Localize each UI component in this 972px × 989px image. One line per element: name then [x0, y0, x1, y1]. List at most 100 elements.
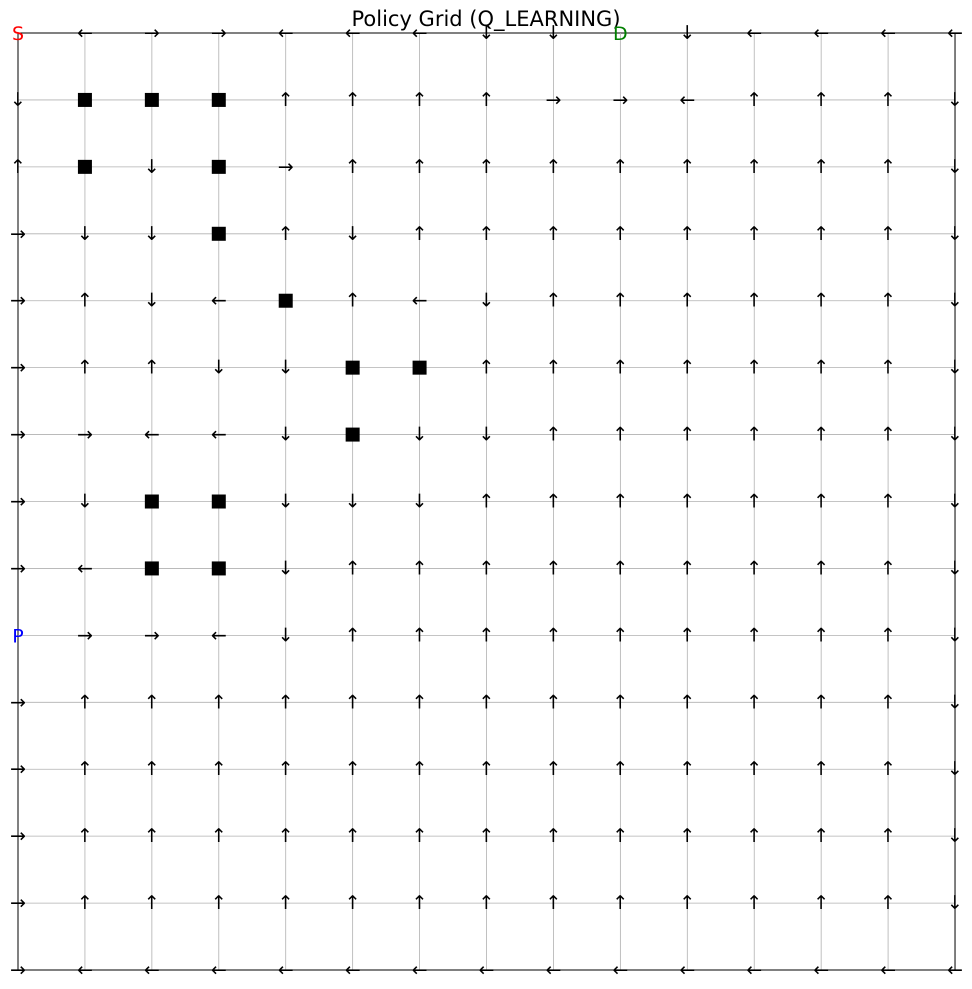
- policy-arrow: ↑: [813, 758, 829, 780]
- policy-arrow: ↓: [947, 290, 963, 312]
- policy-arrow: ↑: [746, 223, 762, 245]
- policy-arrow: ↑: [746, 825, 762, 847]
- obstacle-cell: [211, 159, 226, 174]
- policy-arrow: ↑: [880, 223, 896, 245]
- policy-arrow: ↑: [746, 491, 762, 513]
- policy-arrow: ↑: [545, 825, 561, 847]
- policy-arrow: →: [545, 89, 561, 111]
- policy-arrow: ↑: [412, 89, 428, 111]
- policy-arrow: ↑: [813, 825, 829, 847]
- policy-arrow: →: [10, 223, 26, 245]
- policy-arrow: ↓: [947, 156, 963, 178]
- policy-arrow: ↑: [545, 691, 561, 713]
- policy-arrow: ↑: [880, 758, 896, 780]
- policy-arrow: ↑: [612, 557, 628, 579]
- policy-arrow: ←: [880, 22, 896, 44]
- policy-arrow: ↓: [278, 357, 294, 379]
- policy-arrow: ↑: [144, 691, 160, 713]
- policy-arrow: →: [10, 959, 26, 981]
- policy-arrow: →: [612, 89, 628, 111]
- grid-lines: [17, 32, 956, 971]
- policy-arrow: ↓: [345, 223, 361, 245]
- policy-arrow: ←: [412, 22, 428, 44]
- policy-arrow: ↑: [813, 290, 829, 312]
- policy-arrow: ↓: [278, 491, 294, 513]
- policy-arrow: ↑: [813, 223, 829, 245]
- marker-P: P: [12, 625, 23, 647]
- policy-arrow: ↓: [947, 357, 963, 379]
- policy-arrow: ↑: [679, 758, 695, 780]
- policy-arrow: ↑: [211, 691, 227, 713]
- obstacle-cell: [211, 92, 226, 107]
- policy-arrow: ↓: [947, 491, 963, 513]
- policy-arrow: ←: [211, 959, 227, 981]
- policy-arrow: ↓: [947, 424, 963, 446]
- policy-arrow: ↑: [746, 290, 762, 312]
- policy-arrow: ↓: [278, 557, 294, 579]
- policy-arrow: ↑: [545, 491, 561, 513]
- obstacle-cell: [278, 293, 293, 308]
- policy-arrow: →: [10, 691, 26, 713]
- policy-arrow: ↑: [880, 825, 896, 847]
- policy-arrow: ↑: [345, 557, 361, 579]
- policy-arrow: ↑: [412, 825, 428, 847]
- policy-arrow: ↑: [77, 357, 93, 379]
- policy-arrow: ←: [211, 624, 227, 646]
- policy-arrow: ↑: [813, 424, 829, 446]
- policy-arrow: ←: [746, 959, 762, 981]
- policy-arrow: ↓: [479, 424, 495, 446]
- policy-arrow: ↓: [144, 223, 160, 245]
- policy-arrow: ↑: [479, 89, 495, 111]
- policy-arrow: ↑: [144, 758, 160, 780]
- policy-arrow: ↑: [345, 758, 361, 780]
- policy-arrow: →: [144, 22, 160, 44]
- policy-arrow: ↑: [880, 557, 896, 579]
- policy-arrow: ←: [144, 424, 160, 446]
- policy-arrow: ↑: [479, 758, 495, 780]
- policy-arrow: ↑: [679, 557, 695, 579]
- obstacle-cell: [345, 427, 360, 442]
- policy-arrow: ↑: [813, 491, 829, 513]
- policy-arrow: ↑: [746, 89, 762, 111]
- policy-arrow: ←: [679, 959, 695, 981]
- policy-arrow: ↓: [947, 758, 963, 780]
- policy-arrow: ←: [345, 959, 361, 981]
- obstacle-cell: [211, 561, 226, 576]
- policy-arrow: ↑: [880, 89, 896, 111]
- policy-arrow: →: [10, 424, 26, 446]
- policy-arrow: ↑: [545, 156, 561, 178]
- policy-arrow: ↑: [278, 223, 294, 245]
- obstacle-cell: [412, 360, 427, 375]
- policy-arrow: ↑: [479, 357, 495, 379]
- policy-arrow: ↑: [278, 691, 294, 713]
- policy-arrow: ↑: [412, 892, 428, 914]
- policy-arrow: ↑: [880, 357, 896, 379]
- policy-arrow: ↑: [77, 892, 93, 914]
- policy-arrow: ↑: [77, 290, 93, 312]
- policy-arrow: ↑: [479, 156, 495, 178]
- policy-arrow: ←: [813, 22, 829, 44]
- policy-arrow: ←: [412, 290, 428, 312]
- policy-arrow: →: [77, 424, 93, 446]
- policy-arrow: →: [10, 758, 26, 780]
- policy-arrow: ↑: [278, 758, 294, 780]
- policy-arrow: ↓: [479, 22, 495, 44]
- obstacle-cell: [144, 92, 159, 107]
- policy-arrow: ←: [880, 959, 896, 981]
- policy-arrow: ↑: [813, 892, 829, 914]
- policy-arrow: ↑: [880, 491, 896, 513]
- policy-arrow: ↓: [412, 424, 428, 446]
- policy-arrow: ←: [746, 22, 762, 44]
- policy-arrow: ←: [144, 959, 160, 981]
- policy-arrow: ↑: [746, 557, 762, 579]
- policy-arrow: ↑: [412, 156, 428, 178]
- policy-arrow: ↑: [679, 357, 695, 379]
- policy-arrow: ↓: [144, 156, 160, 178]
- policy-arrow: ↑: [746, 892, 762, 914]
- policy-arrow: ↑: [679, 290, 695, 312]
- policy-arrow: ↑: [880, 156, 896, 178]
- policy-arrow: ↑: [545, 758, 561, 780]
- policy-arrow: ↑: [345, 892, 361, 914]
- policy-arrow: ↑: [545, 290, 561, 312]
